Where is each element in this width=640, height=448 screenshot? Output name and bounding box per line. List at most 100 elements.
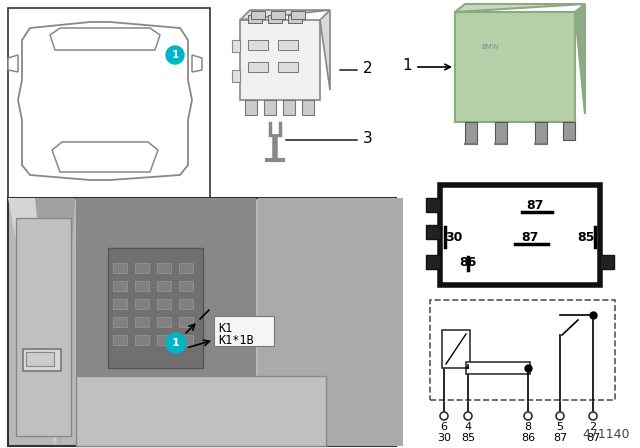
Bar — [251, 11, 265, 19]
Bar — [135, 335, 149, 345]
Text: 1: 1 — [403, 57, 412, 73]
Text: 86: 86 — [460, 257, 477, 270]
Bar — [495, 122, 507, 144]
Bar — [283, 100, 295, 115]
PathPatch shape — [35, 198, 75, 446]
Bar — [113, 263, 127, 273]
PathPatch shape — [50, 28, 160, 50]
Bar — [271, 11, 285, 19]
Bar — [258, 198, 403, 446]
Bar — [245, 100, 257, 115]
Bar — [278, 40, 298, 50]
Text: K1: K1 — [218, 322, 232, 335]
Text: 85: 85 — [577, 231, 595, 244]
Text: 471140: 471140 — [582, 428, 630, 441]
Bar — [157, 281, 171, 291]
Bar — [179, 335, 193, 345]
Bar — [26, 352, 54, 366]
Text: 86: 86 — [521, 433, 535, 443]
Bar — [135, 317, 149, 327]
Text: 30: 30 — [437, 433, 451, 443]
Bar — [442, 330, 470, 368]
Bar — [157, 263, 171, 273]
Bar — [248, 40, 268, 50]
Bar — [157, 299, 171, 309]
PathPatch shape — [320, 10, 330, 90]
Text: 1: 1 — [172, 338, 180, 348]
Bar — [157, 317, 171, 327]
Bar — [232, 40, 240, 52]
Circle shape — [464, 412, 472, 420]
Text: 5: 5 — [557, 422, 563, 432]
Bar — [426, 255, 440, 269]
Text: 2: 2 — [363, 60, 372, 76]
PathPatch shape — [240, 10, 330, 20]
Bar — [135, 263, 149, 273]
Text: 87: 87 — [586, 433, 600, 443]
Text: 6: 6 — [440, 422, 447, 432]
Bar — [466, 362, 530, 374]
Bar — [278, 62, 298, 72]
Bar — [23, 349, 61, 371]
Bar — [430, 300, 615, 400]
Bar — [302, 100, 314, 115]
Bar — [179, 317, 193, 327]
Bar — [8, 8, 210, 198]
Bar — [535, 122, 547, 144]
Bar — [248, 62, 268, 72]
Bar — [135, 299, 149, 309]
Bar — [135, 281, 149, 291]
Bar — [291, 11, 305, 19]
PathPatch shape — [8, 55, 18, 72]
Bar — [179, 281, 193, 291]
Bar — [179, 263, 193, 273]
Text: 30: 30 — [445, 231, 463, 244]
Bar — [157, 335, 171, 345]
Bar — [16, 218, 71, 436]
Bar — [76, 376, 326, 446]
Bar — [268, 15, 282, 23]
Bar — [113, 281, 127, 291]
Bar — [214, 316, 274, 346]
Bar — [8, 198, 396, 446]
Bar — [600, 255, 614, 269]
Bar — [113, 299, 127, 309]
Text: BMW: BMW — [481, 44, 499, 50]
Circle shape — [166, 333, 186, 353]
Text: 87: 87 — [522, 231, 539, 244]
Bar — [232, 70, 240, 82]
PathPatch shape — [18, 22, 192, 180]
Bar — [76, 198, 256, 446]
Bar — [440, 185, 600, 285]
Bar — [179, 299, 193, 309]
Circle shape — [440, 412, 448, 420]
Text: 87: 87 — [526, 198, 544, 211]
Bar — [113, 317, 127, 327]
Bar — [240, 20, 320, 100]
Bar — [108, 248, 203, 368]
Bar — [248, 15, 262, 23]
Bar — [264, 100, 276, 115]
PathPatch shape — [455, 4, 585, 12]
PathPatch shape — [575, 4, 585, 114]
PathPatch shape — [8, 198, 70, 446]
Bar — [426, 225, 440, 239]
Circle shape — [589, 412, 597, 420]
Text: 2: 2 — [589, 422, 596, 432]
Circle shape — [556, 412, 564, 420]
Bar — [426, 198, 440, 212]
Bar — [113, 335, 127, 345]
Bar — [465, 122, 477, 144]
Text: 8: 8 — [524, 422, 532, 432]
Text: 3: 3 — [363, 130, 372, 146]
Circle shape — [166, 46, 184, 64]
Text: 85: 85 — [461, 433, 475, 443]
Bar — [455, 12, 575, 122]
Circle shape — [524, 412, 532, 420]
PathPatch shape — [192, 55, 202, 72]
Text: 1: 1 — [172, 50, 179, 60]
Text: 87: 87 — [553, 433, 567, 443]
Bar — [563, 122, 575, 140]
Text: K1*1B: K1*1B — [218, 333, 253, 346]
Bar — [288, 15, 302, 23]
